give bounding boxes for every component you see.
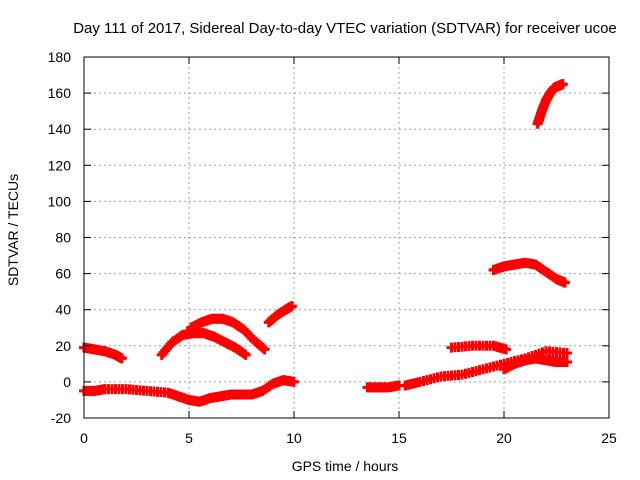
series-arc-5 [263, 301, 297, 328]
y-tick-label: 180 [48, 49, 72, 65]
y-tick-label: 140 [48, 121, 72, 137]
series-arc-3 [156, 328, 251, 360]
data-point [562, 357, 572, 368]
x-tick-label: 0 [80, 430, 88, 446]
y-tick-label: 0 [63, 374, 71, 390]
y-axis-label: SDTVAR / TECUs [5, 174, 21, 286]
series-arc-4 [186, 313, 270, 355]
series-arc-11 [532, 79, 568, 129]
series-arc-10 [488, 257, 570, 288]
data-point [562, 348, 572, 359]
x-tick-label: 10 [286, 430, 302, 446]
y-tick-label: -20 [51, 410, 71, 426]
data-point [559, 277, 570, 288]
grid-lines [84, 57, 609, 418]
chart-title: Day 111 of 2017, Sidereal Day-to-day VTE… [73, 20, 617, 37]
series-arc-9 [499, 353, 572, 375]
y-tick-label: 40 [55, 302, 71, 318]
data-point [259, 344, 270, 355]
data-point [240, 349, 251, 360]
data-point [257, 342, 268, 353]
data-point [289, 376, 299, 387]
y-tick-label: 100 [48, 193, 72, 209]
y-tick-label: 120 [48, 157, 72, 173]
data-point [116, 353, 127, 364]
data-point [501, 344, 512, 355]
x-tick-label: 15 [391, 430, 407, 446]
series-arc-6 [362, 380, 404, 393]
data-series [79, 79, 572, 407]
x-tick-label: 25 [601, 430, 617, 446]
y-tick-label: 20 [55, 338, 71, 354]
x-axis-label: GPS time / hours [292, 458, 399, 474]
x-tick-label: 5 [185, 430, 193, 446]
y-tick-label: 80 [55, 230, 71, 246]
series-arc-8 [446, 340, 512, 355]
x-tick-label: 20 [496, 430, 512, 446]
data-point [557, 79, 568, 90]
series-arc-2 [79, 375, 299, 407]
y-tick-label: 60 [55, 266, 71, 282]
axis-ticks: 0 5 10 15 20 25 -20 0 20 40 60 80 100 120 140 160 180 [48, 49, 617, 446]
y-tick-label: 160 [48, 85, 72, 101]
data-point [286, 301, 297, 312]
